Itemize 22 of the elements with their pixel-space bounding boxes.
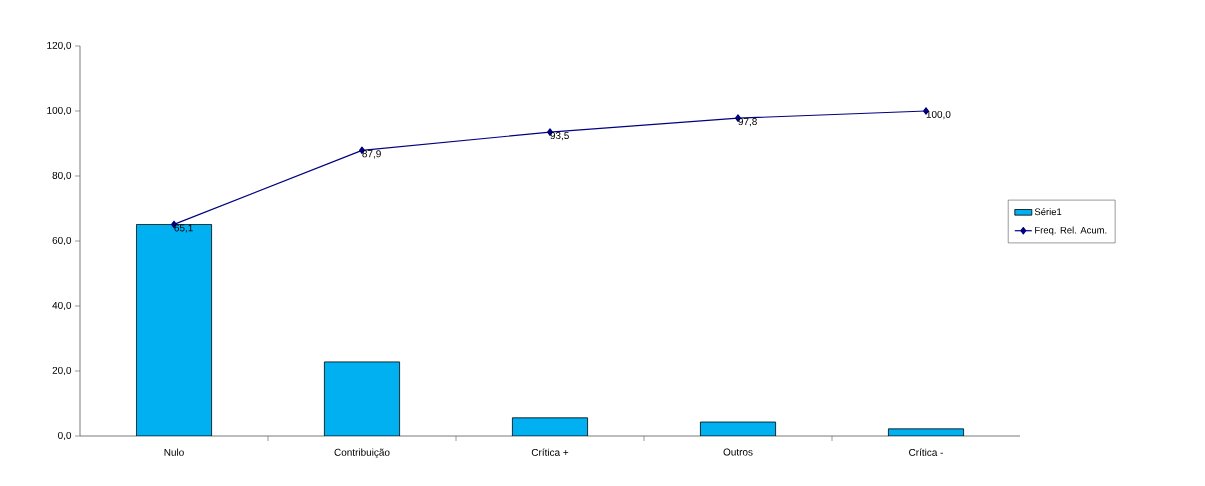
y-tick-label: 120,0 <box>47 41 72 51</box>
data-label: 93,5 <box>550 132 569 141</box>
bar <box>324 361 400 436</box>
y-tick-label: 100,0 <box>47 106 72 116</box>
data-label: 87,9 <box>362 150 381 159</box>
data-label: 97,8 <box>738 118 757 127</box>
x-tick-label: Nulo <box>164 448 184 456</box>
x-tick-label: Outros <box>723 448 753 456</box>
x-tick-label: Contribuição <box>334 448 390 458</box>
y-tick-label: 0,0 <box>58 431 72 441</box>
x-tick-label: Crítica - <box>909 448 943 456</box>
x-tick-label: Crítica + <box>531 448 569 456</box>
data-label: 65,1 <box>174 224 193 233</box>
bar <box>136 224 212 436</box>
legend-label: Freq. Rel. Acum. <box>1035 226 1107 236</box>
y-tick-label: 80,0 <box>52 171 72 181</box>
data-label: 100,0 <box>926 110 951 120</box>
bar <box>512 417 589 436</box>
legend-label: Série1 <box>1034 208 1062 216</box>
y-tick-label: 20,0 <box>52 366 72 376</box>
y-tick-label: 60,0 <box>52 236 72 246</box>
y-tick-label: 40,0 <box>52 301 72 311</box>
